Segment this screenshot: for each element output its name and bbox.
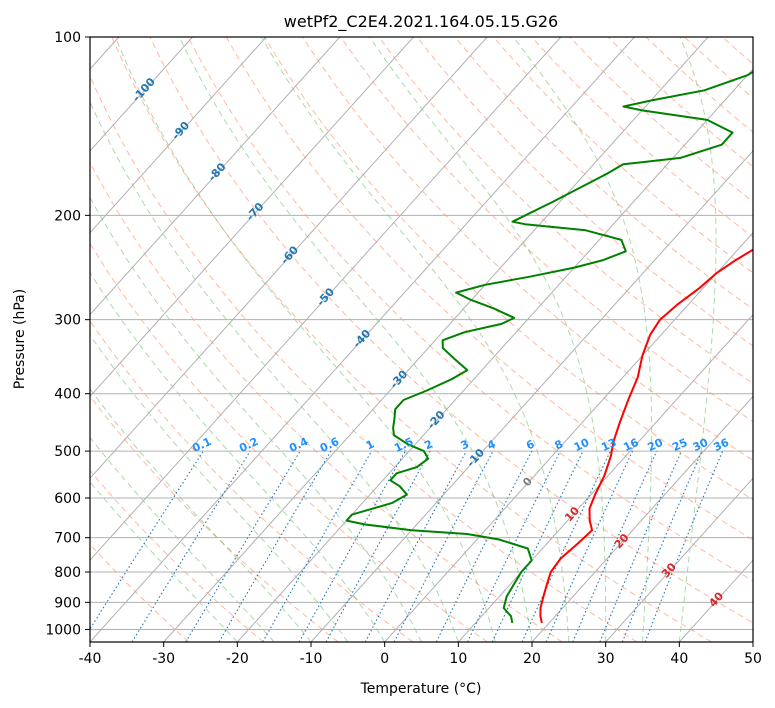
mixing-ratio-label: 10	[572, 436, 592, 454]
isotherm-line	[90, 37, 414, 398]
sounding-series	[345, 70, 753, 624]
y-tick-label: 600	[54, 491, 81, 507]
x-tick-label: 50	[744, 651, 762, 667]
dry-adiabat-line	[90, 242, 488, 642]
y-axis: 100 200 300 400 500 600 700 800 900 1000	[45, 30, 90, 638]
x-tick-label: -40	[79, 651, 102, 667]
y-axis-label: Pressure (hPa)	[12, 289, 28, 389]
mixing-ratio-label: 36	[712, 436, 732, 454]
mixing-ratio-line	[599, 450, 682, 642]
x-tick-label: 20	[523, 651, 541, 667]
mixing-ratio-line	[364, 450, 467, 642]
plot-frame	[89, 36, 754, 643]
dry-adiabat-line	[90, 395, 339, 642]
mixing-ratio-line	[325, 450, 431, 642]
isotherm-line	[90, 37, 635, 642]
x-tick-label: 40	[670, 651, 688, 667]
dry-adiabat-line	[149, 37, 753, 624]
y-tick-label: 100	[54, 30, 81, 46]
x-axis-label: Temperature (°C)	[360, 681, 482, 697]
dry-adiabat-line	[90, 161, 563, 642]
y-tick-label: 200	[54, 208, 81, 224]
mixing-ratio-line	[435, 450, 533, 642]
x-tick-label: -10	[300, 651, 323, 667]
x-tick-label: -30	[152, 651, 175, 667]
y-tick-label: 400	[54, 387, 81, 403]
mixing-ratio-label: 20	[646, 436, 666, 454]
y-tick-label: 800	[54, 565, 81, 581]
isotherm-line	[163, 37, 709, 642]
isotherm-line	[90, 37, 341, 316]
x-tick-label: 30	[597, 651, 615, 667]
isotherm-line	[457, 313, 753, 642]
isotherm-line	[605, 477, 753, 642]
x-tick-label: 0	[380, 651, 389, 667]
moist-adiabat-line	[90, 334, 349, 642]
isotherm-line	[236, 68, 753, 642]
dry-adiabat-line	[416, 37, 753, 347]
moist-adiabat-line	[678, 37, 717, 642]
isotherm-line	[384, 231, 753, 642]
y-tick-label: 700	[54, 531, 81, 547]
y-tick-label: 1000	[45, 622, 81, 638]
dry-adiabat-line	[454, 37, 753, 310]
y-tick-label: 300	[54, 313, 81, 329]
y-tick-label: 900	[54, 595, 81, 611]
mixing-ratio-label: 13	[599, 436, 618, 454]
moist-adiabat-line	[261, 37, 570, 642]
mixing-ratio-line	[572, 450, 658, 642]
mixing-ratio-line	[298, 450, 406, 642]
moist-adiabat-line	[90, 196, 422, 642]
y-tick-label: 500	[54, 444, 81, 460]
isotherm-line	[90, 37, 267, 234]
dewpoint-profile-line	[345, 70, 753, 624]
mixing-ratio-label: 25	[670, 436, 689, 454]
x-tick-label: 10	[449, 651, 467, 667]
mixing-ratio-lines	[90, 450, 724, 642]
mixing-ratio-line	[545, 450, 633, 642]
grid-lines	[90, 37, 753, 642]
moist-adiabat-line	[90, 481, 238, 642]
mixing-ratio-label: 30	[691, 436, 711, 454]
dry-adiabat-line	[90, 469, 264, 642]
mixing-ratio-line	[131, 450, 251, 642]
isotherm-line	[310, 150, 753, 642]
chart-title: wetPf2_C2E4.2021.164.05.15.G26	[284, 12, 558, 32]
isotherm-line	[531, 395, 753, 642]
mixing-ratio-line	[621, 450, 703, 642]
moist-adiabat-line	[369, 37, 607, 642]
dry-adiabat-line	[90, 543, 190, 642]
moist-adiabat-line	[114, 37, 496, 642]
isotherm-line	[90, 37, 193, 152]
mixing-ratio-line	[90, 450, 204, 630]
x-tick-label: -20	[226, 651, 249, 667]
isotherm-line	[90, 37, 488, 480]
moist-adiabat-line	[512, 37, 653, 642]
x-axis: -40 -30 -20 -10 0 10 20 30 40 50	[79, 642, 762, 667]
moist-adiabat-line	[178, 37, 533, 642]
moist-adiabat-line	[90, 100, 459, 642]
temperature-profile-line	[539, 248, 753, 624]
mixing-ratio-label: 16	[621, 436, 641, 454]
isotherm-line	[90, 37, 562, 561]
mixing-ratio-line	[644, 450, 724, 642]
